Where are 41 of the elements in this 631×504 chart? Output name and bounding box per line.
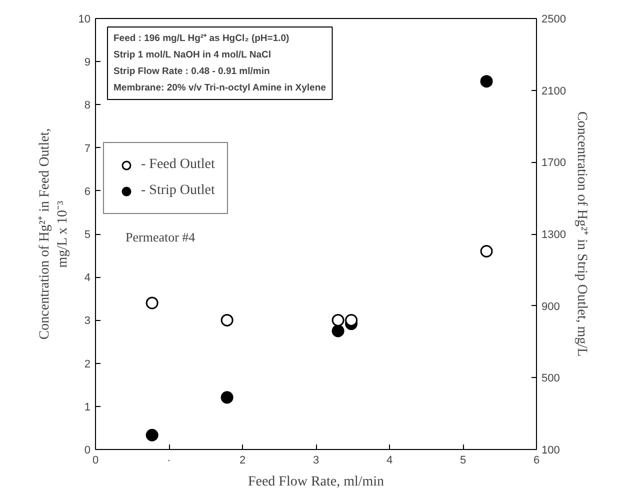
point [345, 314, 358, 326]
y2-tick-label: 1300 [542, 229, 566, 241]
x-axis-title: Feed Flow Rate, ml/min [248, 474, 384, 490]
y2-tick-label: 900 [542, 300, 560, 313]
legend-label: - Feed Outlet [141, 157, 215, 173]
y-tick-label: 8 [84, 100, 91, 112]
y2-tick-label: 1700 [542, 157, 566, 170]
point [146, 428, 158, 442]
x-tick-label: 0 [92, 454, 99, 466]
point [332, 324, 344, 338]
y-tick-label: 2 [84, 358, 91, 370]
y-tick-label: 1 [84, 401, 91, 414]
x-tick-label: 2 [239, 454, 246, 466]
y-tick-label: 5 [84, 229, 91, 241]
point [480, 75, 493, 88]
y-tick-label: 3 [84, 315, 91, 328]
annotation: Feed : 196 mg/L Hg²⁺ as HgCl₂ (pH=1.0) Strip 1 mol/L NaOH in 4 mol/L NaCl Strip Flow Rate : 0.48 - 0.91 ml/min Membrane: 20% v/v Tri-n-octyl Amine in Xylene [114, 33, 326, 94]
y-tick-label: 6 [84, 186, 91, 198]
x-tick-label: 6 [533, 454, 540, 466]
y-tick-label: 4 [84, 272, 91, 284]
annotation: Permeator #4 [126, 230, 196, 244]
y2-tick-label: 100 [542, 444, 560, 456]
x-tick-label: · [167, 454, 171, 466]
y-axis-title: Concentration of Hg²⁺ in Feed Outlet, mg/L x 10⁻³ [37, 128, 70, 340]
x-tick-label: 3 [312, 454, 320, 466]
point [332, 314, 344, 326]
y2-tick-label: 500 [542, 372, 560, 385]
y-tick-label: 9 [84, 56, 91, 69]
legend-label: - Strip Outlet [141, 183, 215, 199]
y2-tick-label: 2100 [542, 85, 566, 98]
point [146, 296, 158, 310]
point [220, 391, 234, 404]
y-tick-label: 10 [78, 14, 91, 26]
point [220, 314, 234, 326]
y-tick-label: 0 [84, 444, 91, 456]
x-tick-label: 5 [460, 454, 466, 466]
point [480, 245, 493, 258]
y2-tick-label: 2500 [542, 14, 566, 26]
x-tick-label: 4 [386, 454, 393, 466]
y2-axis-title: Concentration of Hg²⁺ in Strip Outlet, mg/L [574, 111, 589, 357]
y-tick-label: 7 [84, 142, 91, 155]
